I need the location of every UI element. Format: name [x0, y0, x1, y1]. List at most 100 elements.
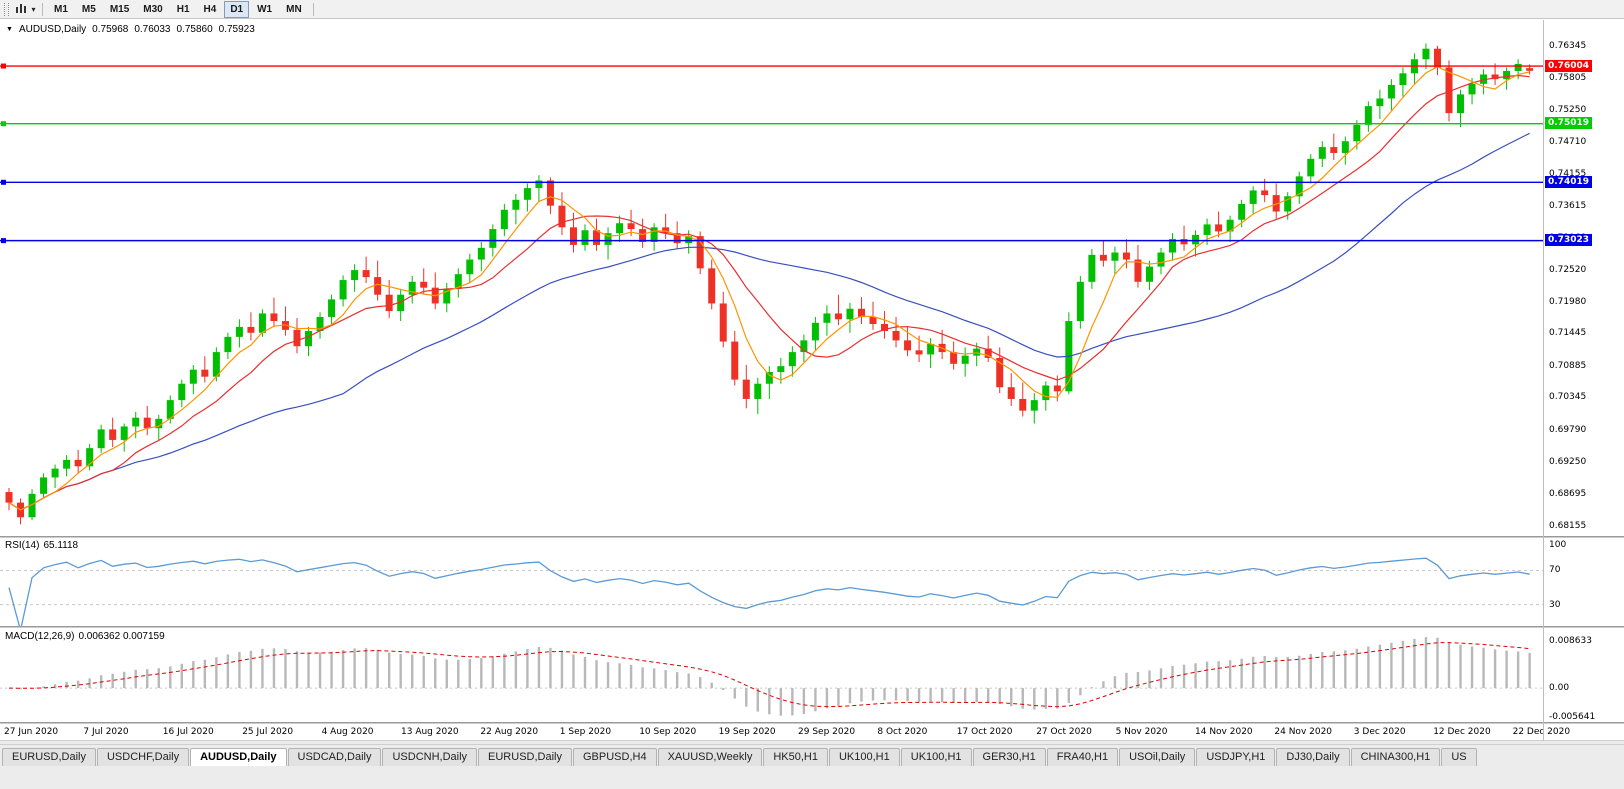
price-label: 0.74155 — [1549, 169, 1587, 180]
macd-values: 0.006362 0.007159 — [78, 631, 165, 642]
date-label: 8 Oct 2020 — [877, 727, 928, 737]
timeframe-button-w1[interactable]: W1 — [257, 3, 273, 15]
hline-marker — [1, 179, 6, 185]
ohlc-high: 0.76033 — [134, 24, 171, 35]
chart-tab[interactable]: HK50,H1 — [763, 748, 828, 766]
rsi-value: 65.1118 — [43, 540, 79, 551]
date-label: 4 Aug 2020 — [321, 727, 374, 737]
timeframe-button-d1[interactable]: D1 — [224, 0, 250, 18]
chart-dropdown-icon[interactable]: ▼ — [6, 25, 13, 33]
price-label: 0.71445 — [1549, 328, 1587, 339]
price-label: 0.73615 — [1549, 200, 1587, 211]
price-badge: 0.74019 — [1545, 175, 1592, 188]
chart-tab[interactable]: USDJPY,H1 — [1196, 748, 1276, 766]
date-label: 7 Jul 2020 — [83, 727, 129, 737]
macd-name: MACD(12,26,9) — [5, 631, 75, 642]
date-label: 17 Oct 2020 — [956, 727, 1013, 737]
price-axis[interactable]: 0.76345 0.75805 0.75250 0.74710 0.74155 0.736… — [1544, 0, 1624, 741]
macd-axis-label: 0.008633 — [1549, 635, 1592, 646]
date-label: 25 Jul 2020 — [242, 727, 294, 737]
chart-tab[interactable]: GBPUSD,H4 — [573, 748, 657, 766]
chart-tab[interactable]: DJ30,Daily — [1276, 748, 1350, 766]
rsi-line — [8, 557, 1530, 626]
chart-tab[interactable]: USDCNH,Daily — [382, 748, 478, 766]
rsi-axis-label: 30 — [1549, 599, 1561, 610]
price-axis-divider — [1543, 20, 1544, 741]
rsi-panel-canvas[interactable] — [0, 538, 1624, 626]
rsi-axis-label: 70 — [1549, 565, 1561, 576]
timeframe-button-m30[interactable]: M30 — [143, 3, 163, 15]
macd-histogram — [19, 637, 1531, 716]
date-label: 1 Sep 2020 — [559, 727, 612, 737]
toolbar-grip-handle[interactable] — [4, 2, 9, 16]
chart-type-glyph — [16, 4, 26, 13]
chart-tab[interactable]: FRA40,H1 — [1046, 748, 1119, 766]
date-label: 22 Dec 2020 — [1512, 727, 1571, 737]
ma-5-line — [8, 66, 1530, 511]
timeframe-button-h1[interactable]: H1 — [176, 3, 190, 15]
rsi-indicator-label: RSI(14) 65.1118 — [5, 540, 82, 551]
chart-tab[interactable]: USDCHF,Daily — [96, 748, 190, 766]
dropdown-caret-icon[interactable]: ▾ — [31, 4, 36, 14]
chart-tab[interactable]: USOil,Daily — [1119, 748, 1196, 766]
period-toolbar: ▾ M1 M5 M15 M30 H1 H4 D1 W1 MN — [0, 0, 1624, 19]
hline-marker — [1, 238, 6, 244]
date-label: 12 Dec 2020 — [1433, 727, 1491, 737]
timeframe-buttons: M1 M5 M15 M30 H1 H4 D1 W1 MN — [47, 0, 309, 18]
chart-tab[interactable]: CHINA300,H1 — [1350, 748, 1441, 766]
price-label: 0.69250 — [1549, 456, 1587, 467]
timeframe-button-h4[interactable]: H4 — [203, 3, 217, 15]
macd-indicator-label: MACD(12,26,9) 0.006362 0.007159 — [5, 631, 169, 642]
chart-tab[interactable]: UK100,H1 — [828, 748, 900, 766]
panel-splitter[interactable] — [0, 626, 1624, 628]
date-label: 24 Nov 2020 — [1274, 727, 1333, 737]
rsi-name: RSI(14) — [5, 540, 40, 551]
hline-marker — [1, 121, 6, 127]
chart-tab[interactable]: EURUSD,Daily — [478, 748, 572, 766]
chart-tab[interactable]: XAUUSD,Weekly — [657, 748, 763, 766]
chart-tab[interactable]: US — [1441, 748, 1477, 766]
panel-splitter[interactable] — [0, 536, 1624, 538]
tab-bar-gap — [0, 741, 1624, 744]
ohlc-close: 0.75923 — [218, 24, 255, 35]
price-badge: 0.73023 — [1545, 234, 1592, 247]
main-chart-canvas[interactable] — [0, 20, 1624, 536]
date-label: 19 Sep 2020 — [718, 727, 776, 737]
chart-tab[interactable]: GER30,H1 — [972, 748, 1046, 766]
chart-tab[interactable]: EURUSD,Daily — [2, 748, 96, 766]
hline-marker — [1, 63, 6, 69]
timeframe-button-m1[interactable]: M1 — [54, 3, 68, 15]
chart-type-icon[interactable] — [13, 2, 29, 17]
price-label: 0.75805 — [1549, 72, 1587, 83]
toolbar-separator — [42, 2, 43, 16]
date-label: 16 Jul 2020 — [162, 727, 214, 737]
date-label: 27 Jun 2020 — [4, 727, 59, 737]
panel-splitter[interactable] — [0, 722, 1624, 724]
price-label: 0.70885 — [1549, 360, 1587, 371]
timeframe-button-m15[interactable]: M15 — [109, 3, 130, 15]
price-label: 0.75250 — [1549, 105, 1587, 116]
timeframe-button-mn[interactable]: MN — [286, 3, 302, 15]
chart-title: ▼ AUDUSD,Daily 0.75968 0.76033 0.75860 0… — [6, 24, 255, 35]
macd-panel-canvas[interactable] — [0, 628, 1624, 722]
price-badge: 0.75019 — [1545, 117, 1592, 130]
date-label: 10 Sep 2020 — [639, 727, 697, 737]
toolbar-separator — [312, 2, 314, 16]
timeframe-button-m5[interactable]: M5 — [81, 3, 96, 15]
price-label: 0.76345 — [1549, 41, 1587, 52]
chart-tab[interactable]: USDCAD,Daily — [287, 748, 382, 766]
status-strip — [0, 766, 1624, 789]
ma-10-line — [8, 74, 1530, 511]
date-label: 14 Nov 2020 — [1195, 727, 1253, 737]
ohlc-open: 0.75968 — [92, 24, 129, 35]
rsi-axis-label: 100 — [1549, 539, 1567, 550]
ohlc-low: 0.75860 — [176, 24, 213, 35]
chart-tab[interactable]: AUDUSD,Daily — [190, 748, 287, 766]
chart-symbol-period: AUDUSD,Daily — [18, 24, 87, 35]
chart-tab[interactable]: UK100,H1 — [900, 748, 972, 766]
time-axis[interactable]: 27 Jun 2020 7 Jul 2020 16 Jul 2020 25 Jul 2… — [0, 724, 1624, 741]
chart-tabs-bar: EURUSD,Daily USDCHF,Daily AUDUSD,Daily USDC… — [0, 744, 1624, 766]
ma-30-line — [8, 132, 1530, 511]
price-label: 0.70345 — [1549, 392, 1587, 403]
date-label: 13 Aug 2020 — [401, 727, 459, 737]
